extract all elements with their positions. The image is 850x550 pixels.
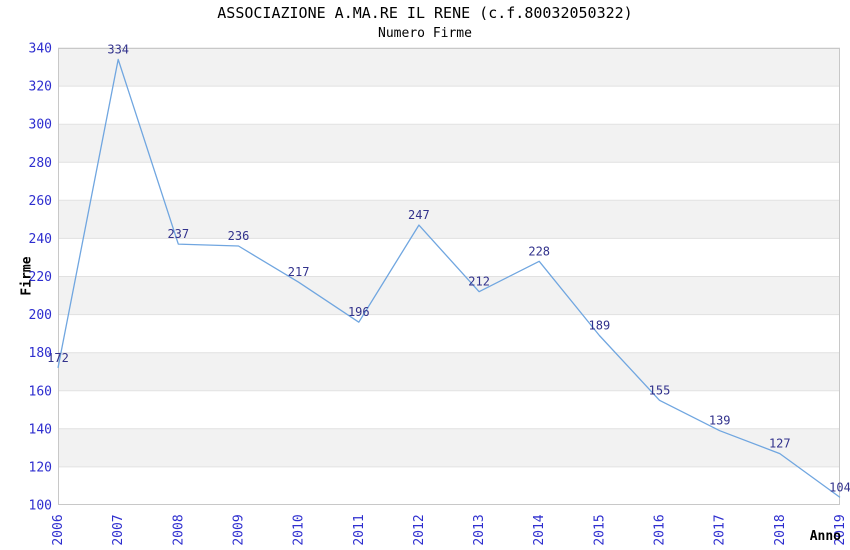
y-tick-label: 340	[29, 42, 52, 57]
y-tick-label: 120	[29, 460, 52, 475]
plot-band	[58, 276, 840, 315]
y-tick-label: 200	[29, 308, 52, 323]
plot-frame	[58, 48, 840, 505]
data-label: 196	[348, 305, 370, 319]
data-label: 172	[47, 351, 69, 365]
data-label: 217	[288, 265, 310, 279]
x-tick-label: 2019	[833, 514, 848, 545]
y-tick-label: 100	[29, 499, 52, 514]
plot-band	[58, 352, 840, 391]
x-tick-label: 2018	[773, 514, 788, 545]
data-label: 155	[649, 383, 671, 397]
chart-subtitle: Numero Firme	[378, 26, 472, 41]
x-tick-label: 2007	[111, 514, 126, 545]
x-tick-label: 2008	[171, 514, 186, 545]
data-label: 236	[228, 229, 250, 243]
chart-title: ASSOCIAZIONE A.MA.RE IL RENE (c.f.800320…	[217, 4, 633, 22]
x-tick-label: 2015	[592, 514, 607, 545]
data-label: 104	[829, 480, 850, 494]
x-tick-label: 2017	[713, 514, 728, 545]
y-tick-label: 180	[29, 346, 52, 361]
data-label: 189	[589, 319, 611, 333]
x-tick-label: 2012	[412, 514, 427, 545]
data-line	[57, 58, 841, 498]
plot-band	[58, 200, 840, 239]
y-tick-label: 160	[29, 384, 52, 399]
plot-band	[58, 124, 840, 163]
plot-band	[58, 48, 840, 87]
y-tick-label: 280	[29, 156, 52, 171]
data-label: 127	[769, 437, 791, 451]
x-axis-title: Anno	[809, 529, 841, 544]
x-tick-label: 2006	[51, 514, 66, 545]
y-axis-title: Firme	[19, 256, 35, 296]
y-tick-label: 140	[29, 422, 52, 437]
x-tick-label: 2010	[292, 514, 307, 545]
y-tick-label: 320	[29, 80, 52, 95]
x-tick-label: 2013	[472, 514, 487, 545]
data-label: 139	[709, 414, 731, 428]
plot-band	[58, 428, 840, 467]
x-tick-label: 2009	[232, 514, 247, 545]
y-tick-label: 300	[29, 118, 52, 133]
data-label: 334	[107, 42, 129, 56]
data-label: 212	[468, 275, 490, 289]
data-label: 237	[167, 227, 189, 241]
x-tick-label: 2016	[653, 514, 668, 545]
data-label: 247	[408, 208, 430, 222]
x-tick-label: 2011	[352, 514, 367, 545]
y-tick-label: 220	[29, 270, 52, 285]
x-tick-label: 2014	[532, 514, 547, 545]
y-tick-label: 240	[29, 232, 52, 247]
y-tick-label: 260	[29, 194, 52, 209]
data-label: 228	[528, 244, 550, 258]
